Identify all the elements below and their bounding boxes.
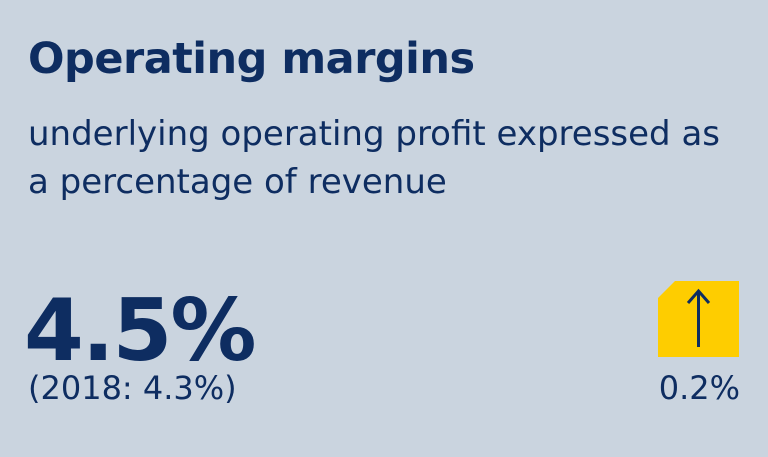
up-arrow-icon	[658, 281, 739, 357]
kpi-subtitle: underlying operating profit expressed as…	[28, 114, 720, 202]
kpi-title: Operating margins	[28, 34, 475, 84]
kpi-value: 4.5%	[24, 281, 257, 381]
change-badge	[658, 281, 739, 357]
kpi-prior-value: (2018: 4.3%)	[28, 369, 237, 407]
kpi-change-value: 0.2%	[658, 369, 740, 407]
